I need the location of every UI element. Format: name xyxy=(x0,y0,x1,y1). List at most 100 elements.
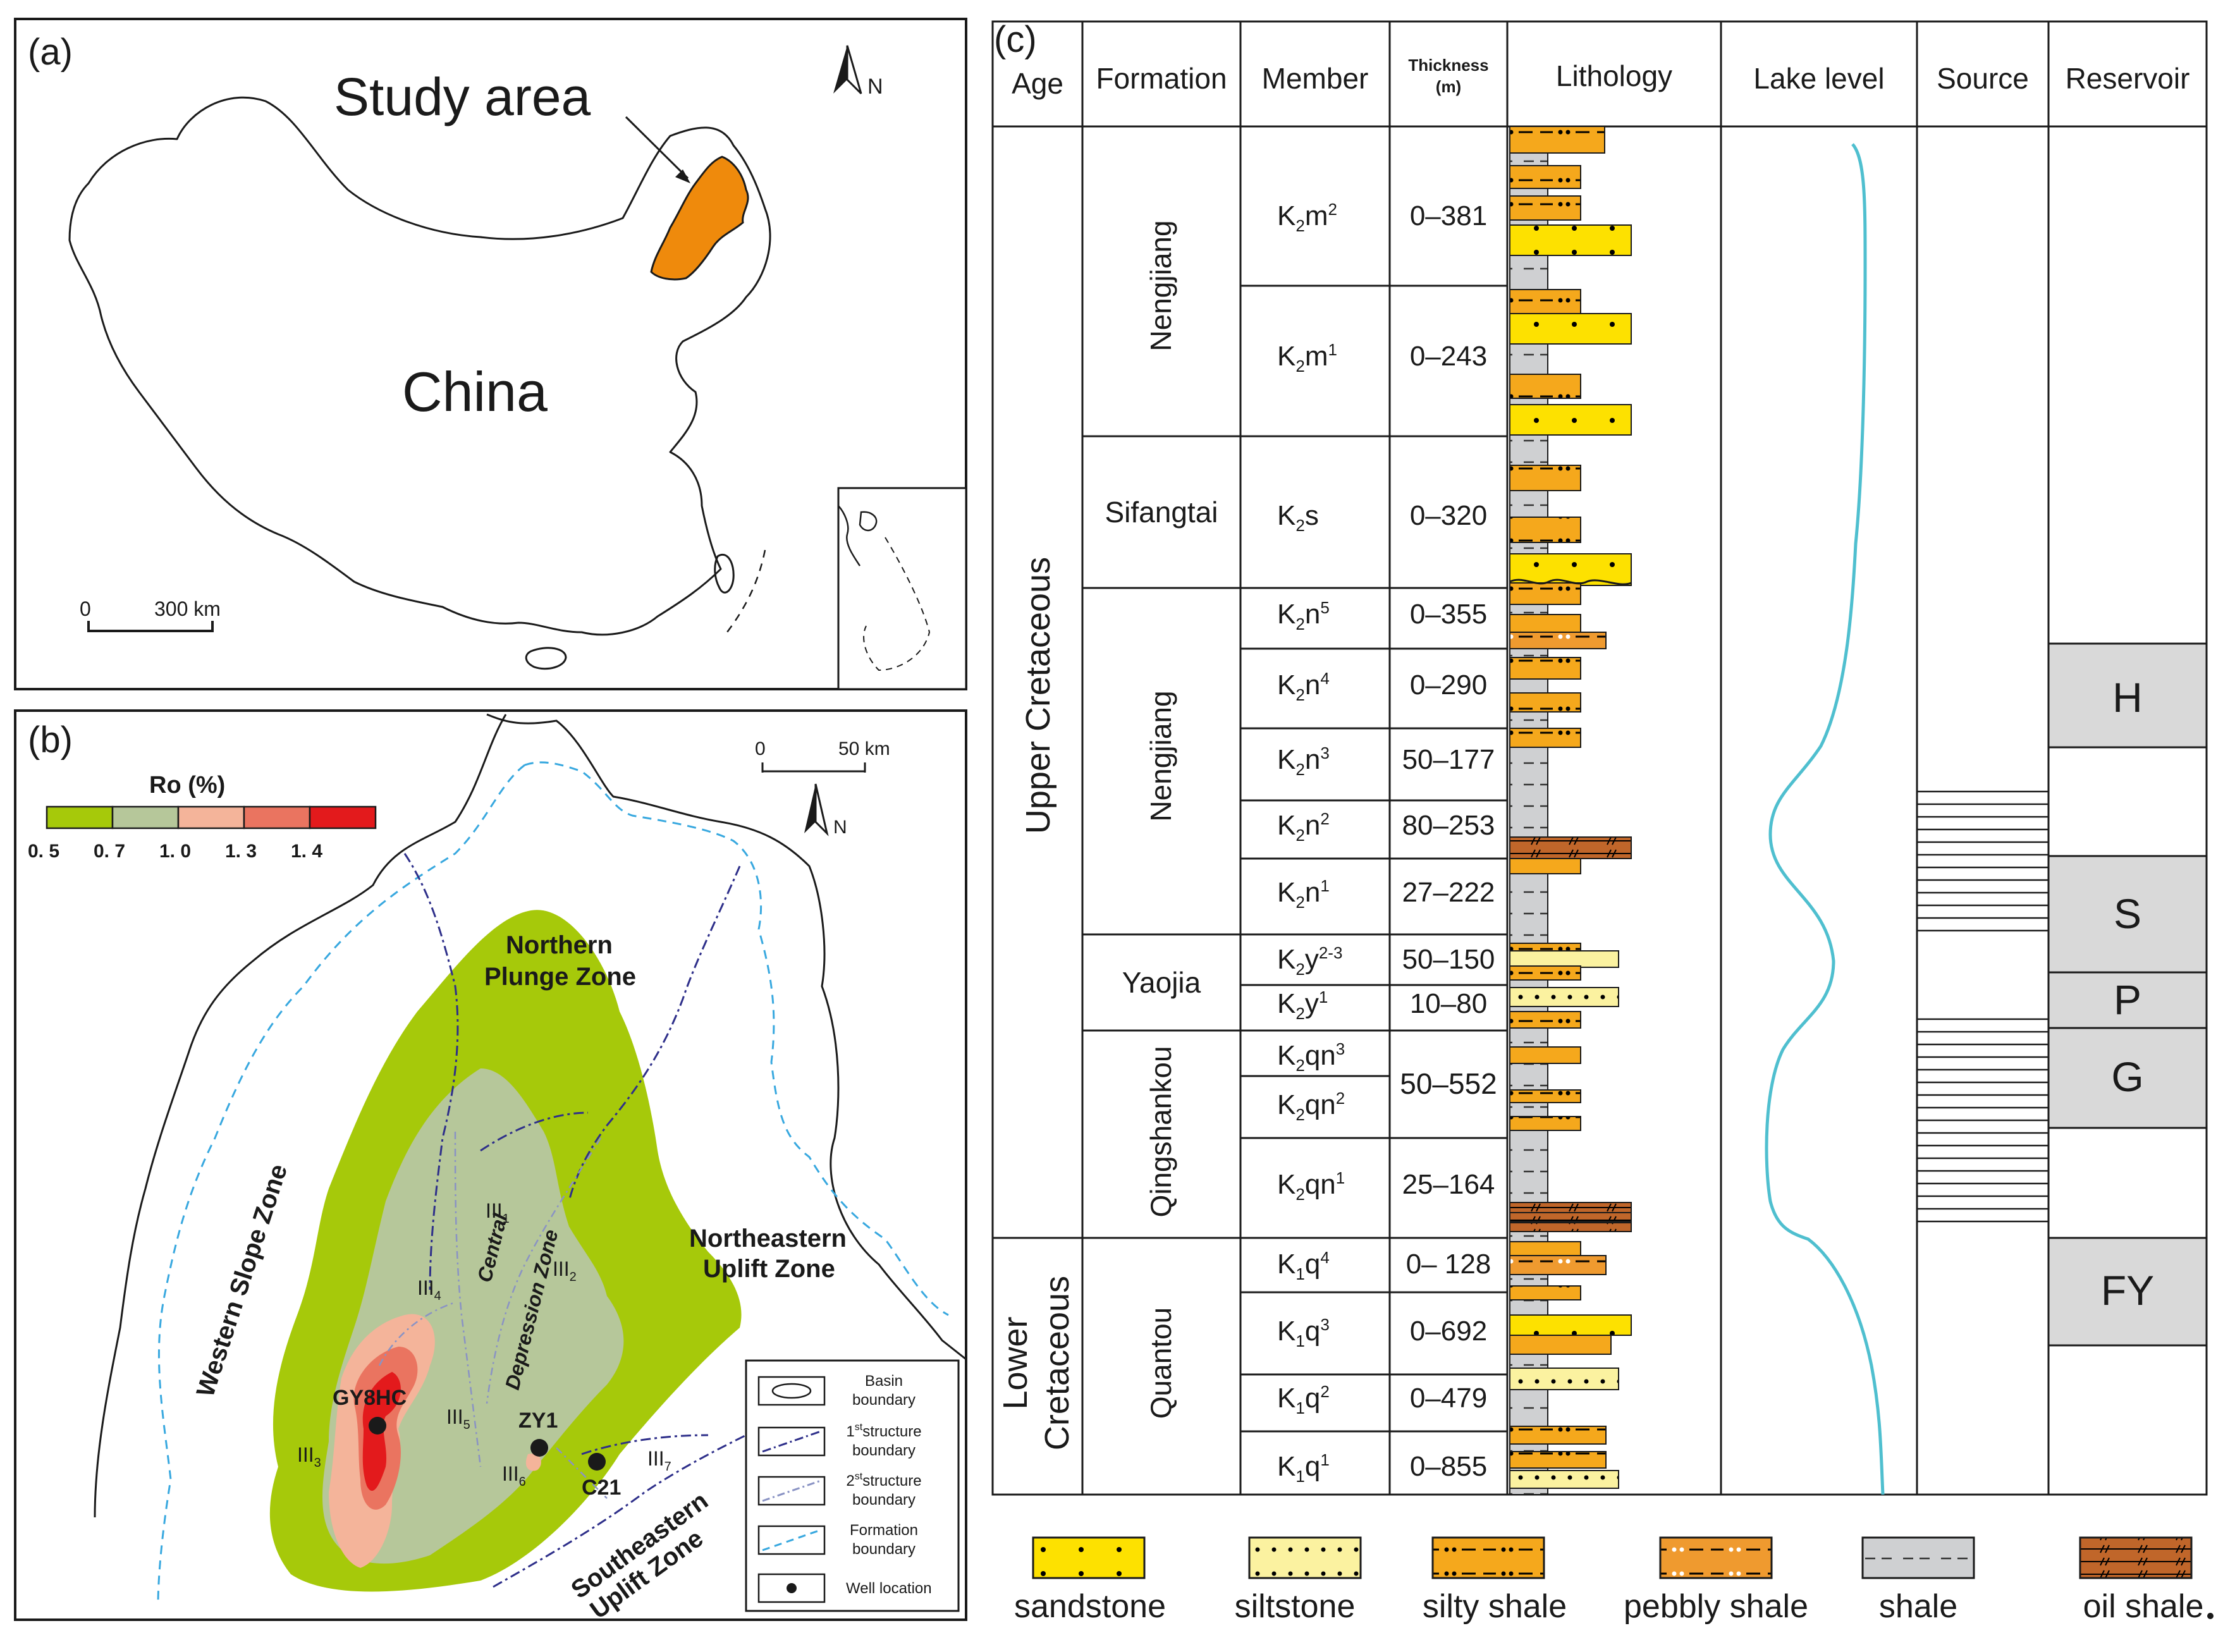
caption-period xyxy=(2207,1613,2214,1619)
second-structure-boundaries xyxy=(378,1131,608,1499)
lithology-bed xyxy=(1509,1089,1581,1103)
lithology-bed xyxy=(1509,657,1581,680)
lithology-bed xyxy=(1509,374,1581,399)
ro-colorbar-segment xyxy=(46,805,114,829)
formation-boundary xyxy=(157,761,949,1606)
legend-first-2: boundary xyxy=(852,1442,916,1459)
lithology-bed xyxy=(1509,987,1619,1007)
lithology-bed xyxy=(1509,313,1632,345)
member-label: K2n5 xyxy=(1277,598,1330,633)
ro-colorbar-segment xyxy=(177,805,245,829)
member-thickness: 0–692 xyxy=(1410,1316,1487,1347)
formation-yaojia: Yaojia xyxy=(1122,966,1201,999)
lithology-bed xyxy=(1509,836,1632,859)
lithology-bed xyxy=(1509,195,1581,221)
scale-bar-b: 0 50 km xyxy=(755,738,890,773)
ro-tick-label: 1. 0 xyxy=(159,841,191,862)
ro-colorbar-segment xyxy=(111,805,180,829)
header-age: Age xyxy=(1012,67,1063,100)
ro-legend-title: Ro (%) xyxy=(149,772,225,798)
age-lower-cretaceous-2: Cretaceous xyxy=(1038,1276,1076,1450)
lithology-bed xyxy=(1509,614,1581,634)
legend-swatch-silty-shale xyxy=(1431,1536,1545,1579)
legend-label-shale: shale xyxy=(1879,1588,1957,1625)
scale-bar-a: 0 300 km xyxy=(80,597,221,632)
member-label: K1q4 xyxy=(1277,1248,1330,1283)
reservoir-s-label: S xyxy=(2114,890,2141,937)
member-thickness: 0–355 xyxy=(1410,599,1487,630)
ro-tick-label: 0. 7 xyxy=(94,841,125,862)
formation-sifangtai: Sifangtai xyxy=(1105,496,1218,529)
member-label: K2s xyxy=(1277,500,1319,535)
reservoir-p xyxy=(2047,971,2208,1029)
member-label: K2y2-3 xyxy=(1277,943,1342,979)
lithology-bed xyxy=(1509,1426,1607,1445)
lithology-bed xyxy=(1509,1335,1612,1355)
lithology-legend: sandstone siltstone silty shale pebbly shal… xyxy=(1014,1536,2204,1625)
lithology-bed xyxy=(1509,858,1581,874)
lake-level-curve xyxy=(1765,143,1885,1495)
north-label-a: N xyxy=(867,75,883,99)
study-area-label: Study area xyxy=(334,67,591,126)
panel-a: (a) Study area China N 0 xyxy=(14,18,967,690)
lithology-bed xyxy=(1509,1011,1581,1029)
reservoir-column: H S P G FY xyxy=(2047,642,2208,1347)
member-label: K2qn2 xyxy=(1277,1089,1345,1124)
lithology-bed xyxy=(1509,1202,1632,1213)
zone-northeastern-1: Northeastern xyxy=(689,1225,847,1252)
member-label: K1q3 xyxy=(1277,1315,1330,1350)
lithology-bed xyxy=(1509,965,1581,981)
zone-northern-1: Northern xyxy=(506,931,613,959)
formation-dividers xyxy=(1082,435,1240,1239)
legend-swatch-shale xyxy=(1861,1536,1975,1579)
north-label-b: N xyxy=(833,817,847,838)
member-thickness: 0–290 xyxy=(1410,670,1487,701)
legend-second-2: boundary xyxy=(852,1491,916,1508)
member-label: K2qn1 xyxy=(1277,1168,1345,1204)
inset-dashed xyxy=(863,537,931,671)
china-label: China xyxy=(402,360,548,423)
subzone-iii6: III6 xyxy=(502,1462,526,1489)
well-marker-zy1 xyxy=(530,1439,548,1457)
hainan-outline xyxy=(525,647,567,670)
column-headers: Age Formation Member Thickness (m) Litho… xyxy=(1012,56,2189,100)
formation-nengjiang-lower: Nengjiang xyxy=(1144,690,1177,821)
ro-tick-labels: 0. 5 0. 7 1. 0 1. 3 1. 4 xyxy=(28,841,322,862)
inset-coast xyxy=(838,505,861,566)
well-label-zy1: ZY1 xyxy=(518,1409,558,1433)
legend-label-oil-shale: oil shale xyxy=(2083,1588,2204,1625)
ro-colorbar-segment xyxy=(243,805,311,829)
formation-nengjiang-upper: Nengjiang xyxy=(1144,220,1177,351)
source-rock-lines xyxy=(1917,790,2048,1223)
unconformity xyxy=(1509,578,1632,585)
member-label: K2qn3 xyxy=(1277,1039,1345,1075)
reservoir-g-label: G xyxy=(2111,1053,2143,1100)
member-thickness: 0–381 xyxy=(1410,200,1487,231)
panel-a-label: (a) xyxy=(28,32,73,73)
lithology-bed xyxy=(1509,1470,1619,1489)
ro-colorbar-segment xyxy=(309,805,377,829)
formation-quantou: Quantou xyxy=(1144,1307,1177,1419)
legend-first-1: 1ststructure xyxy=(846,1422,921,1440)
panel-c: (c) Age Formation Member Thickness (m) L… xyxy=(991,19,2214,1625)
north-arrow-b: N xyxy=(804,783,847,838)
pointer-arrowhead xyxy=(675,169,690,183)
panel-a-frame xyxy=(14,18,967,690)
boundary-legend: Basin boundary 1ststructure boundary 2st… xyxy=(745,1359,960,1612)
panel-b-label: (b) xyxy=(28,719,73,761)
ro-tick-label: 1. 3 xyxy=(225,841,257,862)
lithology-bed xyxy=(1509,1255,1607,1275)
member-label: K1q2 xyxy=(1277,1382,1330,1417)
ro-tick-label: 1. 4 xyxy=(291,841,322,862)
lithology-bed xyxy=(1509,1241,1581,1256)
header-lake-level: Lake level xyxy=(1753,62,1884,95)
lithology-column xyxy=(1509,126,1632,1495)
legend-label-sandstone: sandstone xyxy=(1014,1588,1166,1625)
member-thickness: 0–855 xyxy=(1410,1451,1487,1482)
ro-zone-1.0-1.3-zy1 xyxy=(525,1453,541,1471)
legend-label-silty-shale: silty shale xyxy=(1423,1588,1567,1625)
member-label: K2m1 xyxy=(1277,340,1337,376)
member-thickness: 0–243 xyxy=(1410,341,1487,372)
member-label: K1q1 xyxy=(1277,1450,1330,1486)
